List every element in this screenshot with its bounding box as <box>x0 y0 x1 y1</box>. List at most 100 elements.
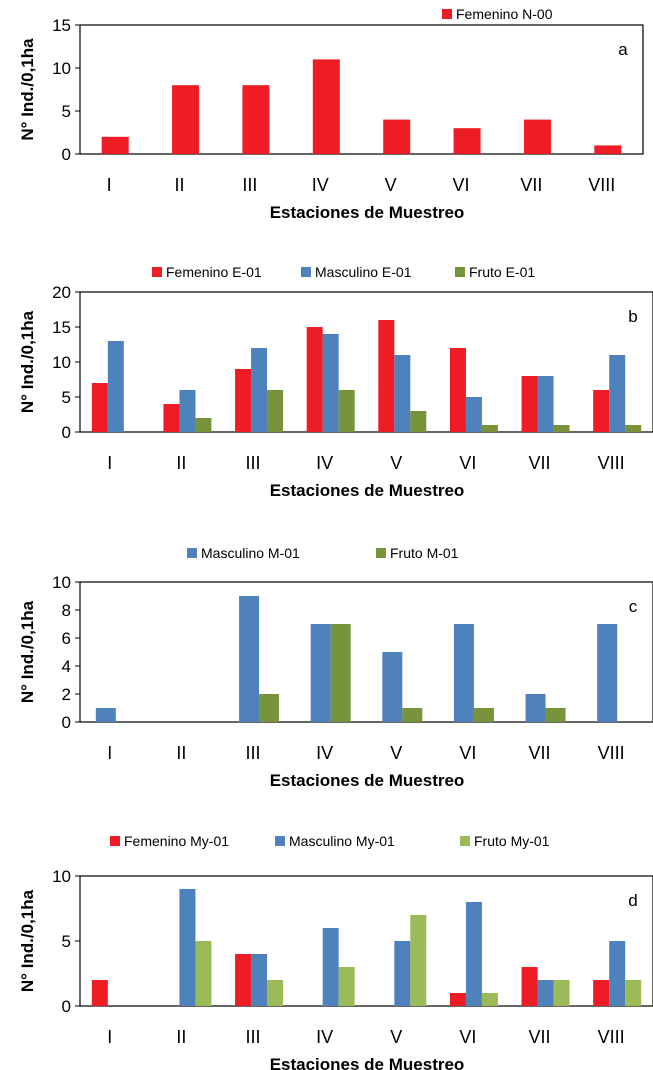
y-tick-label: 10 <box>52 867 71 886</box>
bar-fruto-m-01-VII <box>545 708 566 722</box>
bar-masculino-m-01-VII <box>525 694 546 722</box>
x-tick-label: II <box>176 453 186 473</box>
bar-masculino-m-01-VI <box>453 624 474 722</box>
x-axis-title: Estaciones de Muestreo <box>270 771 465 790</box>
x-tick-label: I <box>107 175 112 195</box>
legend-label: Fruto M-01 <box>390 545 459 561</box>
y-tick-label: 8 <box>62 601 71 620</box>
bar-fruto-e-01-VII <box>553 425 570 432</box>
bar-femenino-n-00-VII <box>523 119 551 154</box>
legend-label: Femenino E-01 <box>166 264 262 280</box>
bar-masculino-m-01-I <box>95 708 116 722</box>
panel-label: c <box>629 597 638 616</box>
x-tick-label: III <box>246 453 261 473</box>
x-tick-label: I <box>107 1027 112 1047</box>
bar-masculino-e-01-III <box>251 348 268 432</box>
bar-masculino-my-01-VI <box>465 902 482 1006</box>
bar-fruto-my-01-VIII <box>625 980 642 1006</box>
bar-femenino-my-01-III <box>235 954 252 1006</box>
bar-femenino-e-01-III <box>235 369 252 432</box>
bar-masculino-my-01-IV <box>322 928 339 1006</box>
bar-masculino-e-01-II <box>179 390 196 432</box>
bar-fruto-e-01-IV <box>338 390 355 432</box>
legend-swatch <box>376 548 386 558</box>
y-tick-label: 5 <box>62 932 71 951</box>
bar-femenino-my-01-VI <box>449 993 466 1006</box>
bar-fruto-my-01-III <box>267 980 284 1006</box>
y-tick-label: 15 <box>52 16 71 35</box>
bar-femenino-n-00-V <box>383 119 411 154</box>
bar-masculino-m-01-III <box>239 596 260 722</box>
bar-femenino-e-01-I <box>91 383 108 432</box>
y-axis-title: N° Ind./0,1ha <box>18 600 37 703</box>
bar-masculino-my-01-III <box>251 954 268 1006</box>
bar-masculino-e-01-V <box>394 355 411 432</box>
bar-femenino-e-01-V <box>378 320 395 432</box>
x-tick-label: VIII <box>598 453 625 473</box>
x-tick-label: VI <box>459 453 476 473</box>
bar-femenino-e-01-II <box>163 404 180 432</box>
y-tick-label: 5 <box>62 388 71 407</box>
legend-label: Masculino My-01 <box>289 833 395 849</box>
bar-femenino-n-00-I <box>101 136 129 154</box>
x-tick-label: III <box>246 743 261 763</box>
bar-femenino-n-00-IV <box>312 59 340 154</box>
bar-fruto-e-01-II <box>195 418 212 432</box>
x-tick-label: V <box>390 1027 402 1047</box>
bar-femenino-e-01-VIII <box>593 390 610 432</box>
x-tick-label: III <box>246 1027 261 1047</box>
x-tick-label: VII <box>520 175 542 195</box>
y-axis-title: N° Ind./0,1ha <box>18 310 37 413</box>
bar-masculino-e-01-VI <box>465 397 482 432</box>
panel-label: b <box>628 307 637 326</box>
bar-fruto-e-01-VIII <box>625 425 642 432</box>
bar-masculino-m-01-IV <box>310 624 331 722</box>
x-tick-label: VIII <box>588 175 615 195</box>
x-tick-label: I <box>107 743 112 763</box>
x-tick-label: VI <box>453 175 470 195</box>
bar-fruto-m-01-VI <box>473 708 494 722</box>
bar-masculino-my-01-II <box>179 889 196 1006</box>
x-axis-title: Estaciones de Muestreo <box>270 1055 465 1070</box>
bar-fruto-m-01-IV <box>330 624 351 722</box>
bar-fruto-my-01-IV <box>338 967 355 1006</box>
x-tick-label: I <box>107 453 112 473</box>
bar-femenino-n-00-VI <box>453 128 481 154</box>
bar-masculino-m-01-VIII <box>597 624 618 722</box>
bar-femenino-my-01-I <box>91 980 108 1006</box>
x-tick-label: III <box>242 175 257 195</box>
y-tick-label: 10 <box>52 573 71 592</box>
legend-label: Masculino M-01 <box>201 545 300 561</box>
bar-masculino-my-01-V <box>394 941 411 1006</box>
bar-femenino-my-01-VIII <box>593 980 610 1006</box>
legend-label: Fruto E-01 <box>469 264 535 280</box>
legend-swatch <box>275 836 285 846</box>
legend-swatch <box>455 267 465 277</box>
bar-masculino-my-01-VIII <box>609 941 626 1006</box>
y-tick-label: 0 <box>62 423 71 442</box>
x-tick-label: VIII <box>598 743 625 763</box>
panel-label: a <box>618 40 628 59</box>
y-tick-label: 10 <box>52 353 71 372</box>
y-tick-label: 0 <box>62 713 71 732</box>
x-tick-label: VII <box>529 743 551 763</box>
bar-masculino-my-01-VII <box>537 980 554 1006</box>
plot-frame <box>79 581 653 723</box>
x-tick-label: V <box>390 743 402 763</box>
y-tick-label: 20 <box>52 283 71 302</box>
x-tick-label: II <box>175 175 185 195</box>
bar-fruto-my-01-V <box>410 915 427 1006</box>
x-tick-label: IV <box>316 1027 333 1047</box>
y-axis-title: N° Ind./0,1ha <box>18 889 37 992</box>
legend-label: Masculino E-01 <box>315 264 412 280</box>
y-tick-label: 2 <box>62 685 71 704</box>
bar-femenino-my-01-VII <box>521 967 538 1006</box>
x-tick-label: IV <box>316 453 333 473</box>
x-tick-label: VII <box>529 1027 551 1047</box>
y-tick-label: 6 <box>62 629 71 648</box>
x-tick-label: VIII <box>598 1027 625 1047</box>
legend-swatch <box>460 836 470 846</box>
legend-swatch <box>301 267 311 277</box>
